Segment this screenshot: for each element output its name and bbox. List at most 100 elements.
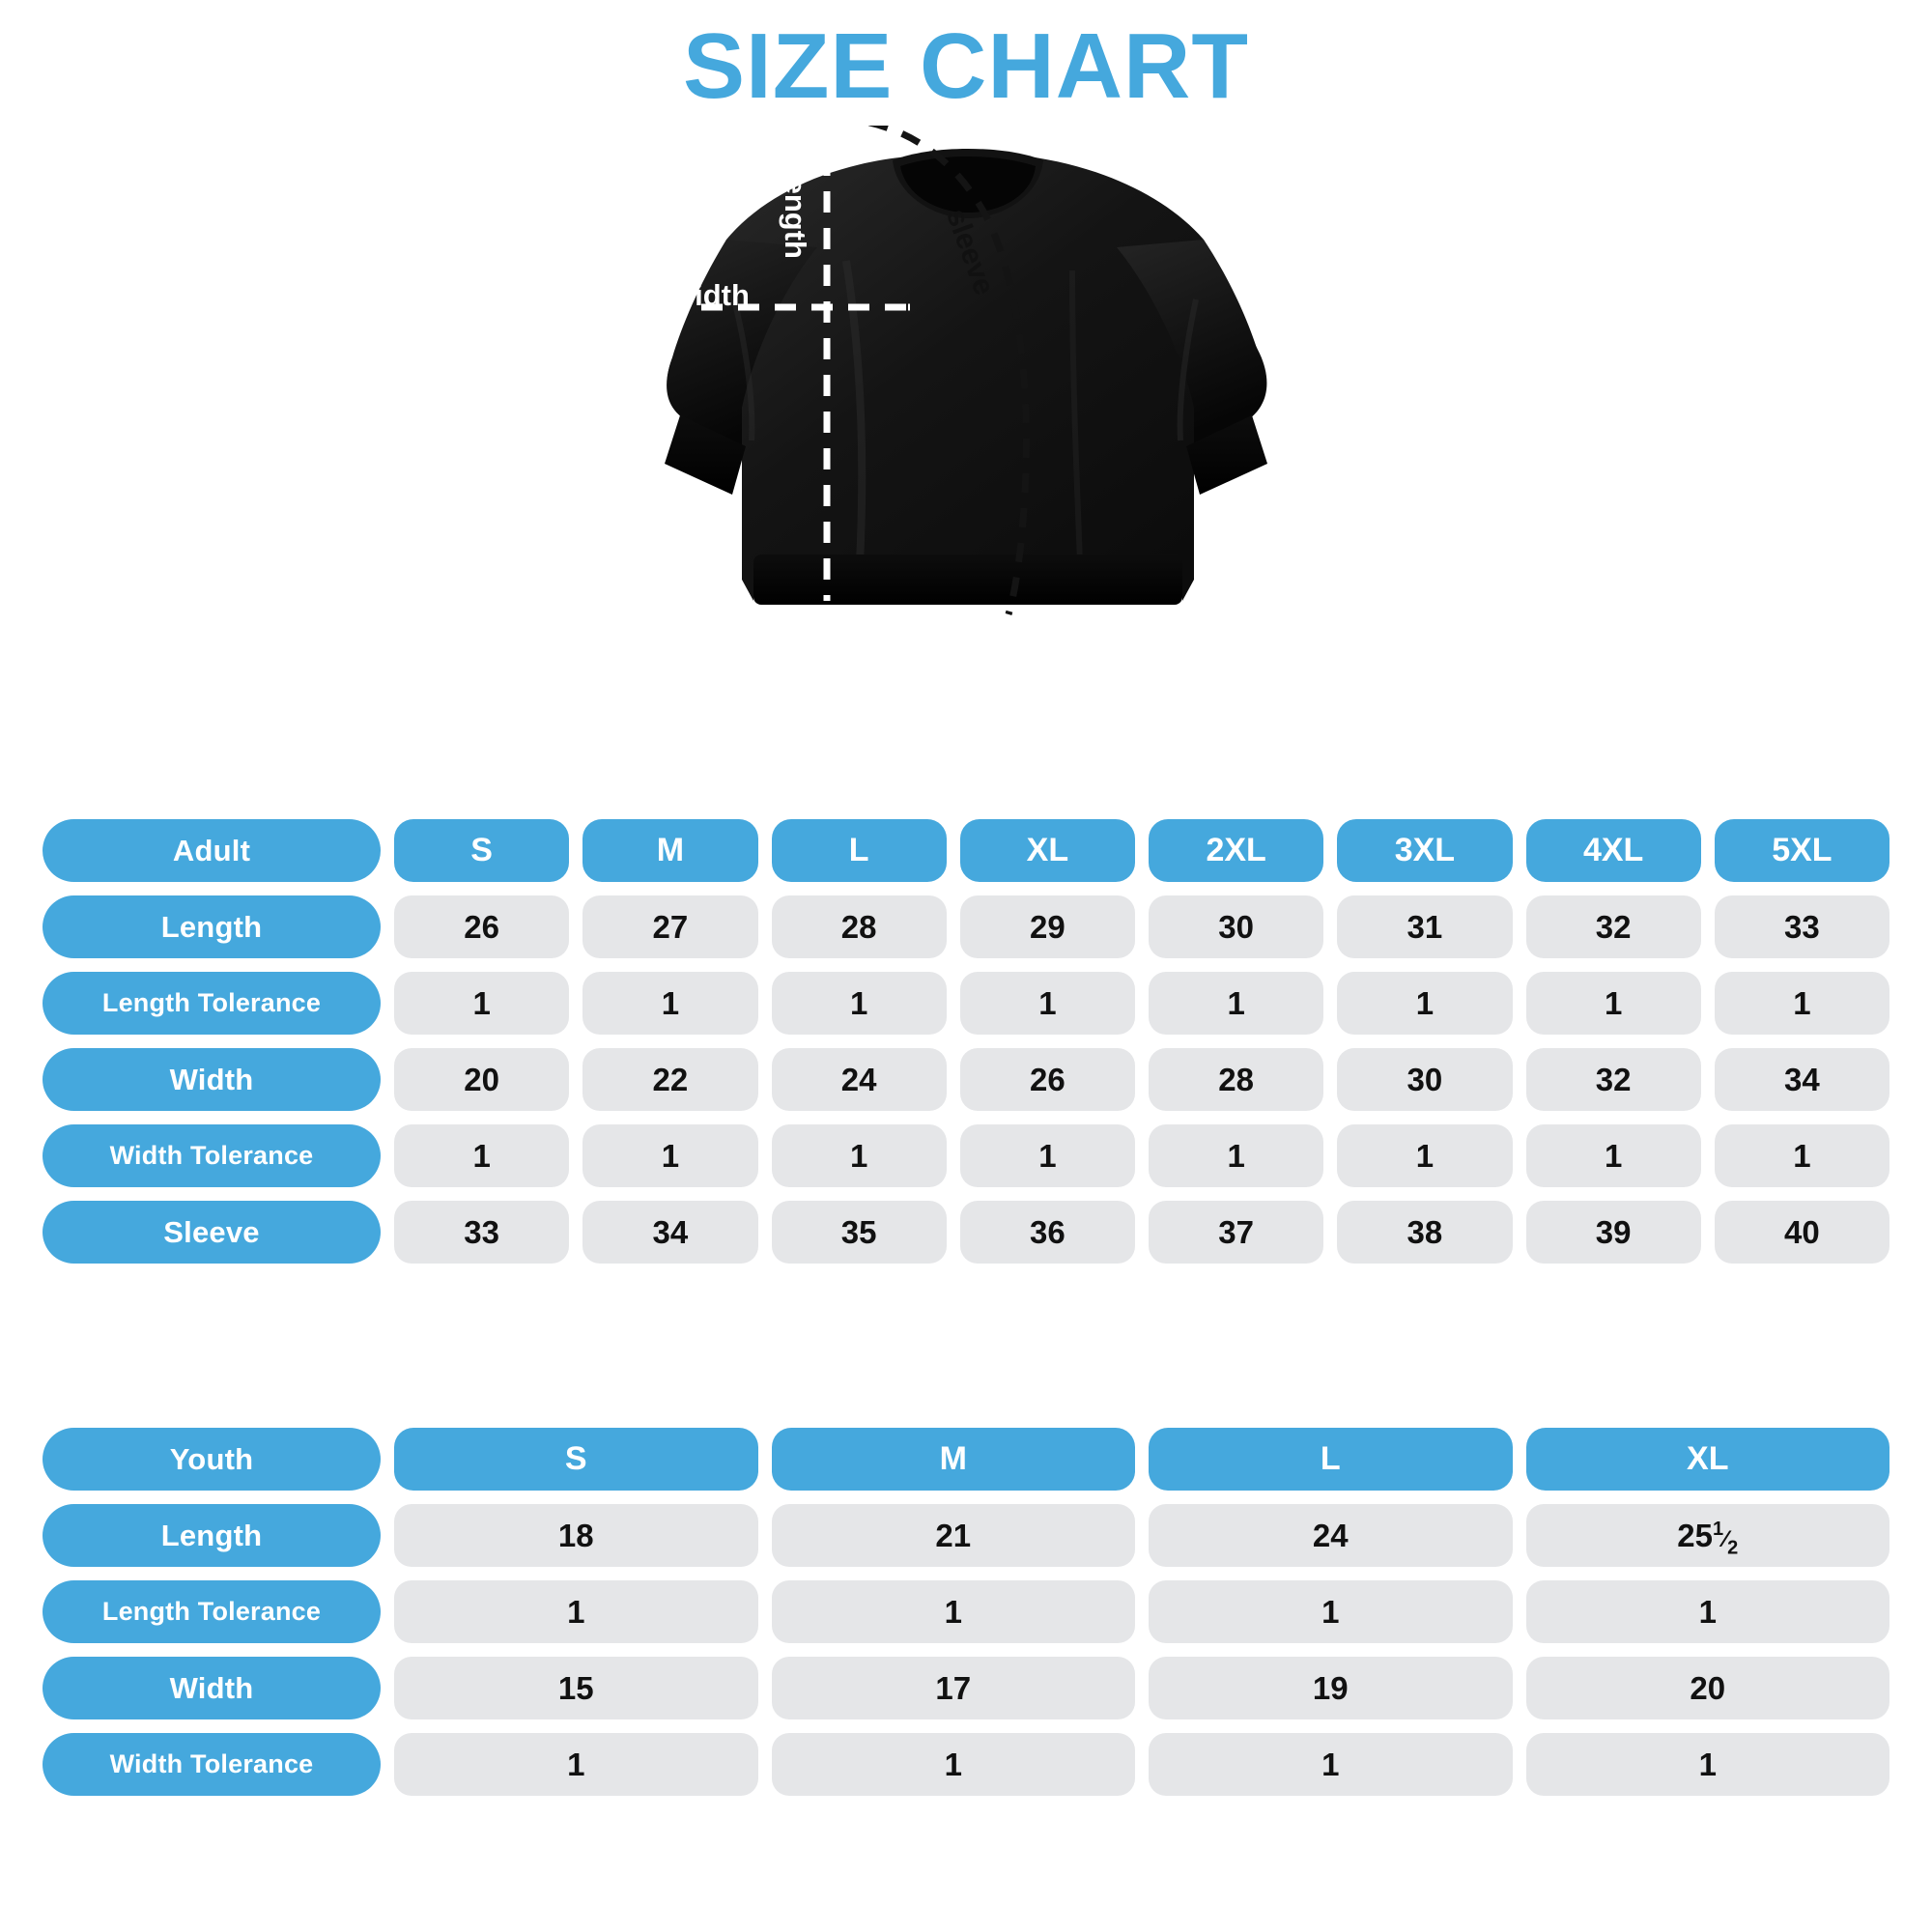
size-header-s: S [394, 1428, 758, 1491]
size-header-m: M [771, 1428, 1135, 1491]
row-label-length-tolerance: Length Tolerance [43, 1580, 381, 1643]
table-cell: 28 [1149, 1048, 1324, 1111]
row-label-length-tolerance: Length Tolerance [43, 972, 381, 1035]
table-cell: 1 [1149, 1124, 1324, 1187]
youth-size-table: Youth S M L XL Length 18 21 24 251⁄2 Len… [43, 1428, 1889, 1796]
table-cell: 15 [394, 1657, 758, 1719]
size-header-l: L [1149, 1428, 1513, 1491]
sweatshirt-graphic [628, 126, 1267, 616]
table-cell: 32 [1525, 895, 1701, 958]
row-label-length: Length [43, 1504, 381, 1567]
table-cell: 33 [394, 1201, 570, 1264]
size-header-4xl: 4XL [1525, 819, 1701, 882]
table-cell: 20 [394, 1048, 570, 1111]
table-cell: 40 [1714, 1201, 1889, 1264]
table-cell: 1 [394, 1580, 758, 1643]
table-cell: 38 [1337, 1201, 1513, 1264]
table-cell: 34 [1714, 1048, 1889, 1111]
size-header-5xl: 5XL [1714, 819, 1889, 882]
table-row: Sleeve 33 34 35 36 37 38 39 40 [43, 1201, 1889, 1264]
row-label-length: Length [43, 895, 381, 958]
table-cell: 27 [582, 895, 758, 958]
table-row: Length 18 21 24 251⁄2 [43, 1504, 1889, 1567]
table-header-row: Adult S M L XL 2XL 3XL 4XL 5XL [43, 819, 1889, 882]
table-cell: 1 [771, 1124, 947, 1187]
table-cell: 1 [959, 972, 1135, 1035]
table-cell: 1 [1525, 1580, 1889, 1643]
youth-section-label: Youth [43, 1428, 381, 1491]
table-cell: 1 [771, 972, 947, 1035]
table-cell: 22 [582, 1048, 758, 1111]
table-cell: 1 [1525, 972, 1701, 1035]
table-row: Length Tolerance 1 1 1 1 [43, 1580, 1889, 1643]
size-header-s: S [394, 819, 570, 882]
table-cell: 1 [1149, 972, 1324, 1035]
table-cell: 24 [1149, 1504, 1513, 1567]
table-cell: 37 [1149, 1201, 1324, 1264]
adult-size-table: Adult S M L XL 2XL 3XL 4XL 5XL Length 26… [43, 819, 1889, 1264]
table-cell: 32 [1525, 1048, 1701, 1111]
table-cell: 30 [1149, 895, 1324, 958]
table-cell: 17 [771, 1657, 1135, 1719]
row-label-width-tolerance: Width Tolerance [43, 1124, 381, 1187]
table-cell: 26 [394, 895, 570, 958]
table-cell: 1 [1337, 1124, 1513, 1187]
table-cell: 1 [1149, 1733, 1513, 1796]
size-header-xl: XL [1525, 1428, 1889, 1491]
size-header-m: M [582, 819, 758, 882]
table-cell: 1 [1525, 1124, 1701, 1187]
table-cell: 1 [582, 972, 758, 1035]
width-measurement-label: width [671, 278, 750, 312]
table-cell: 33 [1714, 895, 1889, 958]
table-cell: 1 [394, 1124, 570, 1187]
table-row: Width 15 17 19 20 [43, 1657, 1889, 1719]
table-cell: 26 [959, 1048, 1135, 1111]
table-cell-fraction: 251⁄2 [1525, 1504, 1889, 1567]
row-label-width: Width [43, 1657, 381, 1719]
adult-size-headers: S M L XL 2XL 3XL 4XL 5XL [394, 819, 1889, 882]
table-cell: 31 [1337, 895, 1513, 958]
table-cell: 1 [1714, 1124, 1889, 1187]
row-label-width: Width [43, 1048, 381, 1111]
table-cell: 1 [582, 1124, 758, 1187]
table-cell: 1 [394, 1733, 758, 1796]
table-row: Length 26 27 28 29 30 31 32 33 [43, 895, 1889, 958]
table-cell: 20 [1525, 1657, 1889, 1719]
table-row: Length Tolerance 1 1 1 1 1 1 1 1 [43, 972, 1889, 1035]
table-cell: 28 [771, 895, 947, 958]
table-cell: 1 [771, 1733, 1135, 1796]
page-title: SIZE CHART [683, 14, 1249, 118]
size-header-3xl: 3XL [1337, 819, 1513, 882]
table-cell: 39 [1525, 1201, 1701, 1264]
table-cell: 36 [959, 1201, 1135, 1264]
table-row: Width 20 22 24 26 28 30 32 34 [43, 1048, 1889, 1111]
table-cell: 30 [1337, 1048, 1513, 1111]
table-cell: 19 [1149, 1657, 1513, 1719]
size-header-2xl: 2XL [1149, 819, 1324, 882]
table-cell: 1 [959, 1124, 1135, 1187]
size-header-xl: XL [959, 819, 1135, 882]
row-label-width-tolerance: Width Tolerance [43, 1733, 381, 1796]
table-row: Width Tolerance 1 1 1 1 1 1 1 1 [43, 1124, 1889, 1187]
table-cell: 35 [771, 1201, 947, 1264]
table-header-row: Youth S M L XL [43, 1428, 1889, 1491]
table-cell: 18 [394, 1504, 758, 1567]
table-cell: 1 [394, 972, 570, 1035]
garment-illustration: width length sleeve [618, 126, 1314, 792]
table-cell: 1 [771, 1580, 1135, 1643]
table-cell: 1 [1525, 1733, 1889, 1796]
table-cell: 1 [1337, 972, 1513, 1035]
table-cell: 29 [959, 895, 1135, 958]
size-header-l: L [771, 819, 947, 882]
adult-section-label: Adult [43, 819, 381, 882]
table-cell: 21 [771, 1504, 1135, 1567]
table-row: Width Tolerance 1 1 1 1 [43, 1733, 1889, 1796]
table-cell: 24 [771, 1048, 947, 1111]
table-cell: 1 [1714, 972, 1889, 1035]
youth-size-headers: S M L XL [394, 1428, 1889, 1491]
row-label-sleeve: Sleeve [43, 1201, 381, 1264]
table-cell: 34 [582, 1201, 758, 1264]
length-measurement-label: length [779, 169, 812, 259]
table-cell: 1 [1149, 1580, 1513, 1643]
